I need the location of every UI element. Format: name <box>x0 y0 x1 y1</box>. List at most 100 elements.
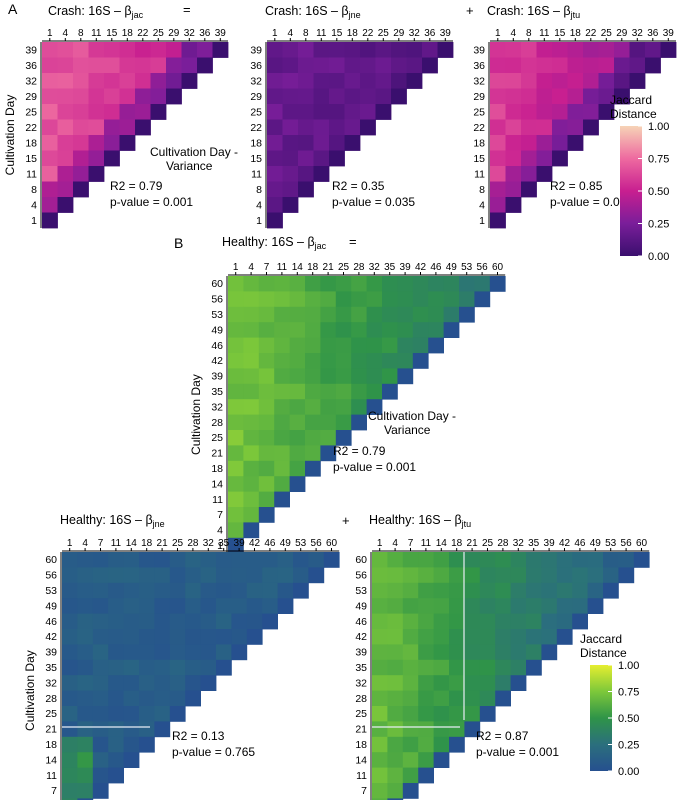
heatmap-cell <box>108 644 124 661</box>
heatmap-cell <box>62 767 78 784</box>
y-tick-label: 18 <box>211 463 223 475</box>
heatmap-cell <box>139 644 155 661</box>
heatmap-cell <box>387 706 404 722</box>
heatmap-cell <box>536 150 553 167</box>
heatmap-cell <box>154 721 171 738</box>
heatmap-cell <box>139 690 155 707</box>
y-tick-label: 39 <box>25 44 37 56</box>
x-tick-label: 53 <box>461 262 473 273</box>
heatmap-cell <box>541 598 558 614</box>
heatmap-cell <box>629 57 646 74</box>
heatmap-cell <box>449 690 465 707</box>
heatmap-cell <box>92 721 109 738</box>
heatmap-cell <box>583 104 599 120</box>
pvalue-annotation: p-value = 0.001 <box>550 195 633 209</box>
y-tick-label: 14 <box>211 478 223 490</box>
heatmap-cell <box>243 430 260 446</box>
heatmap-cell <box>267 181 283 198</box>
heatmap-cell <box>119 42 136 58</box>
y-tick-label: 29 <box>250 91 262 103</box>
heatmap-cell <box>541 613 558 630</box>
x-tick-label: 4 <box>63 28 69 39</box>
heatmap-cell <box>391 42 407 58</box>
heatmap-cell <box>243 368 260 385</box>
legend-title: Jaccard <box>610 93 652 107</box>
y-tick-label: 49 <box>211 324 223 336</box>
heatmap-cell <box>139 736 155 753</box>
y-tick-label: 7 <box>217 509 223 521</box>
heatmap-cell <box>552 135 568 151</box>
heatmap-cell <box>479 706 496 722</box>
heatmap-cell <box>372 598 388 614</box>
legend-tick-label: 1.00 <box>618 660 639 672</box>
heatmap-cell <box>387 783 404 799</box>
heatmap-cell <box>406 57 423 74</box>
heatmap-cell <box>228 337 244 354</box>
heatmap-cell <box>490 104 506 120</box>
y-tick-label: 1 <box>217 540 223 552</box>
heatmap-cell <box>305 383 321 400</box>
heatmap-cell <box>123 706 140 722</box>
x-tick-label: 32 <box>513 538 525 549</box>
heatmap-cell <box>293 582 309 599</box>
y-tick-label: 21 <box>45 724 57 736</box>
heatmap-cell <box>552 119 568 136</box>
heatmap-cell <box>397 353 414 369</box>
heatmap-cell <box>185 690 201 707</box>
heatmap-cell <box>536 73 553 89</box>
heatmap-cell <box>397 291 414 308</box>
heatmap-cell <box>267 73 283 89</box>
y-tick-label: 36 <box>25 60 37 72</box>
heatmap-cell <box>305 276 321 292</box>
x-tick-label: 42 <box>415 262 427 273</box>
heatmap-cell <box>62 752 78 768</box>
legend-title-line2: Distance <box>610 107 657 121</box>
heatmap-cell <box>418 721 434 738</box>
y-tick-label: 32 <box>25 75 37 87</box>
heatmap-cell <box>88 57 105 74</box>
heatmap-cell <box>335 291 352 308</box>
heatmap-cell <box>77 690 94 707</box>
heatmap-cell <box>433 690 450 707</box>
heatmap-cell <box>587 582 604 599</box>
heatmap-cell <box>505 197 522 213</box>
y-tick-label: 42 <box>45 631 57 643</box>
y-tick-label: 18 <box>25 137 37 149</box>
heatmap-cell <box>274 337 290 354</box>
heatmap-cell <box>402 644 419 661</box>
heatmap-cell <box>228 522 244 539</box>
y-tick-label: 25 <box>355 708 367 720</box>
heatmap-cell <box>449 598 465 614</box>
heatmap-cell <box>258 368 275 385</box>
heatmap-cell <box>216 552 232 568</box>
heatmap-cell <box>62 582 78 599</box>
heatmap-cell <box>228 322 244 338</box>
heatmap-cell <box>258 383 275 400</box>
heatmap-cell <box>258 306 275 323</box>
heatmap-cell <box>258 414 275 431</box>
x-tick-label: 25 <box>482 538 494 549</box>
heatmap-cell <box>73 166 89 182</box>
y-tick-label: 1 <box>256 215 262 227</box>
x-tick-label: 36 <box>199 28 211 39</box>
heatmap-cell <box>289 414 306 431</box>
heatmap-cell <box>449 644 465 661</box>
heatmap-cell <box>267 88 283 105</box>
y-tick-label: 42 <box>211 355 223 367</box>
x-tick-label: 22 <box>585 28 597 39</box>
heatmap-cell <box>274 445 290 462</box>
heatmap-cell <box>418 675 434 691</box>
y-tick-label: 11 <box>46 770 57 782</box>
y-tick-label: 11 <box>212 494 223 506</box>
legend-tick-label: 0.25 <box>648 219 669 231</box>
legend-colorbar <box>590 665 612 771</box>
y-tick-label: 25 <box>473 106 485 118</box>
x-tick-label: 60 <box>326 538 338 549</box>
variance-label-line2: Variance <box>384 423 431 437</box>
x-tick-label: 15 <box>106 28 118 39</box>
heatmap-cell <box>505 166 522 182</box>
heatmap-cell <box>536 57 553 74</box>
heatmap-cell <box>505 57 522 74</box>
heatmap-cell <box>42 73 58 89</box>
heatmap-cell <box>166 73 182 89</box>
